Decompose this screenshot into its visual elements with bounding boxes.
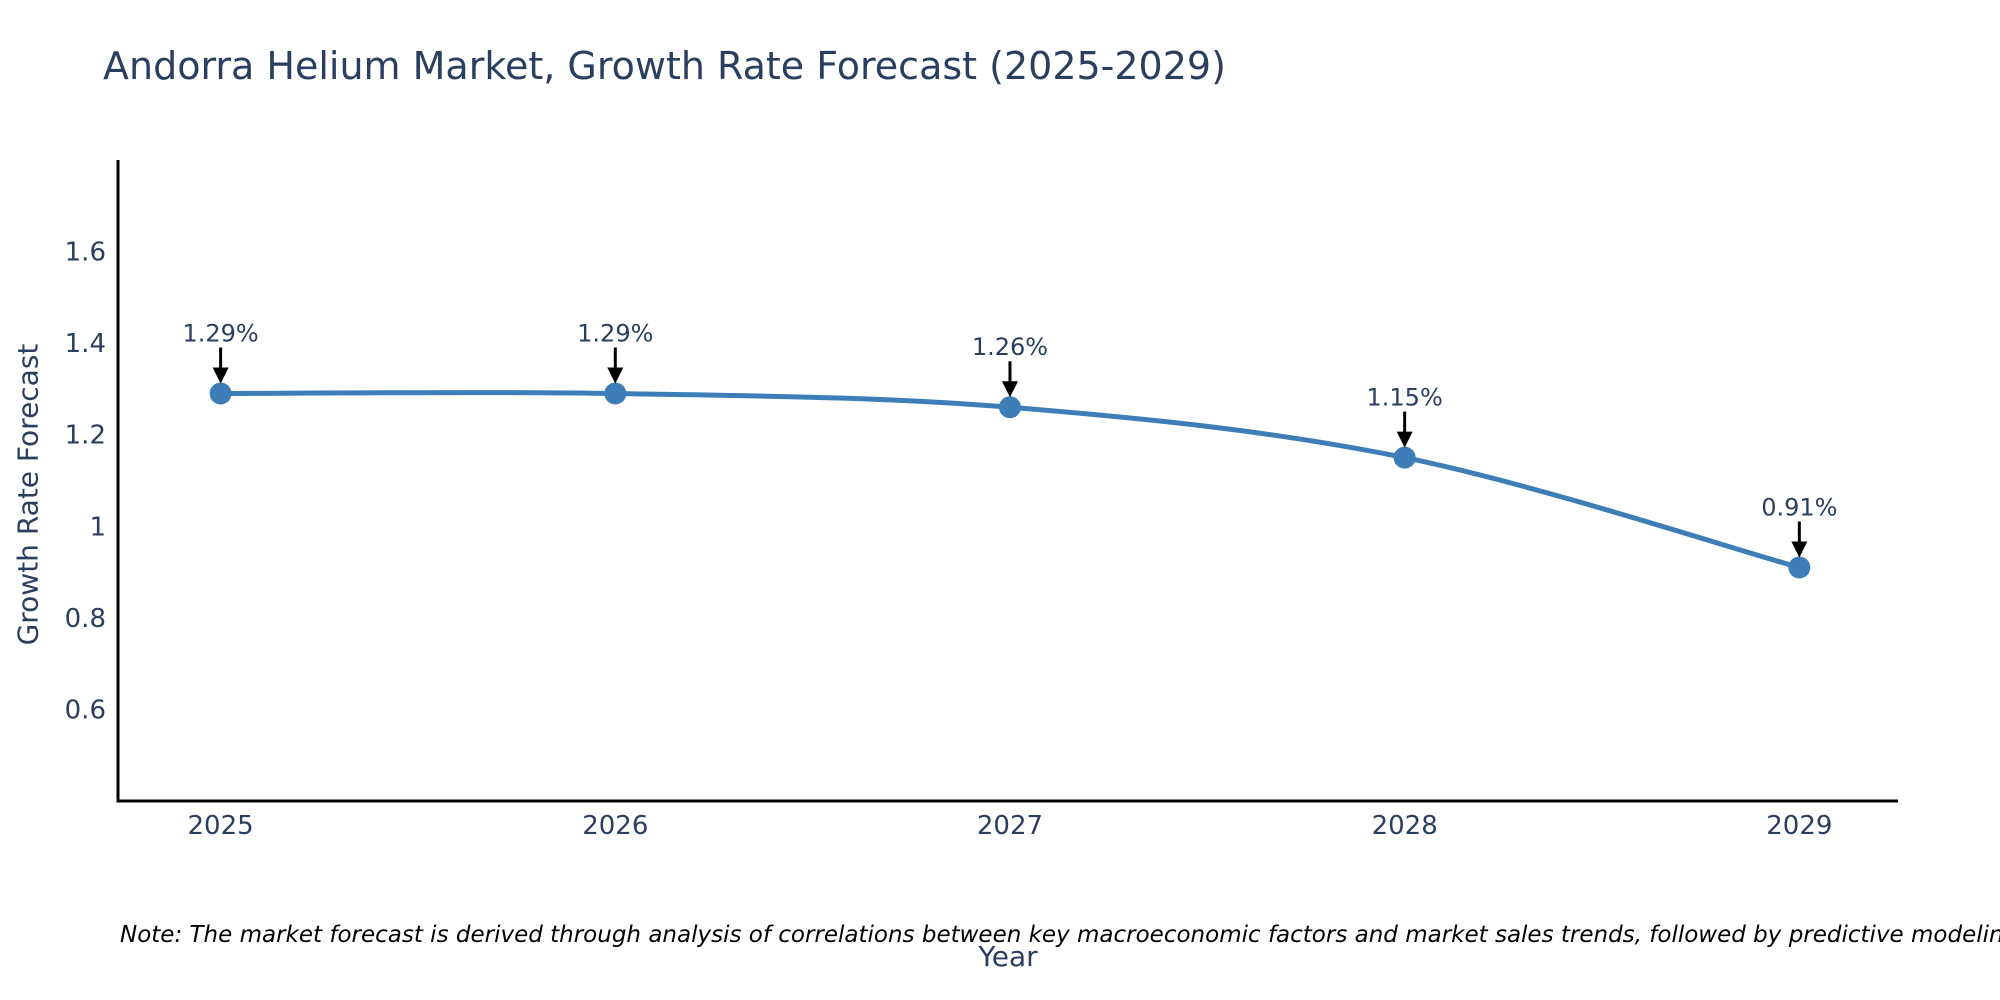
annotation-arrowhead-icon	[607, 367, 624, 384]
y-tick-label: 0.8	[65, 604, 106, 634]
data-point-label: 1.29%	[577, 320, 653, 348]
annotation-arrowhead-icon	[212, 367, 229, 384]
data-point-label: 0.91%	[1761, 493, 1837, 521]
y-tick-label: 1.6	[65, 238, 106, 268]
x-tick-label: 2025	[188, 811, 254, 841]
data-point-label: 1.15%	[1367, 384, 1443, 412]
x-tick-label: 2029	[1766, 811, 1832, 841]
data-point-marker	[998, 396, 1021, 419]
data-point-marker	[1788, 556, 1811, 579]
y-tick-label: 1.4	[65, 329, 106, 359]
x-axis-title: Year	[978, 940, 1038, 973]
x-tick-label: 2028	[1372, 811, 1438, 841]
y-tick-label: 0.6	[65, 695, 106, 725]
data-point-marker	[209, 382, 232, 405]
data-point-label: 1.26%	[972, 333, 1048, 361]
annotation-arrowhead-icon	[1001, 381, 1018, 398]
y-tick-label: 1.2	[65, 421, 106, 451]
forecast-line	[218, 389, 1802, 570]
data-point-label: 1.29%	[182, 320, 258, 348]
y-tick-label: 1	[89, 512, 106, 542]
x-tick-label: 2027	[977, 811, 1043, 841]
annotation-arrowhead-icon	[1396, 431, 1413, 448]
chart-title: Andorra Helium Market, Growth Rate Forec…	[103, 44, 1226, 88]
data-point-marker	[604, 382, 627, 405]
x-tick-label: 2026	[582, 811, 648, 841]
data-point-marker	[1393, 446, 1416, 469]
chart-note: Note: The market forecast is derived thr…	[120, 922, 2000, 948]
annotation-arrowhead-icon	[1791, 541, 1808, 558]
y-axis-title: Growth Rate Forecast	[11, 343, 45, 646]
